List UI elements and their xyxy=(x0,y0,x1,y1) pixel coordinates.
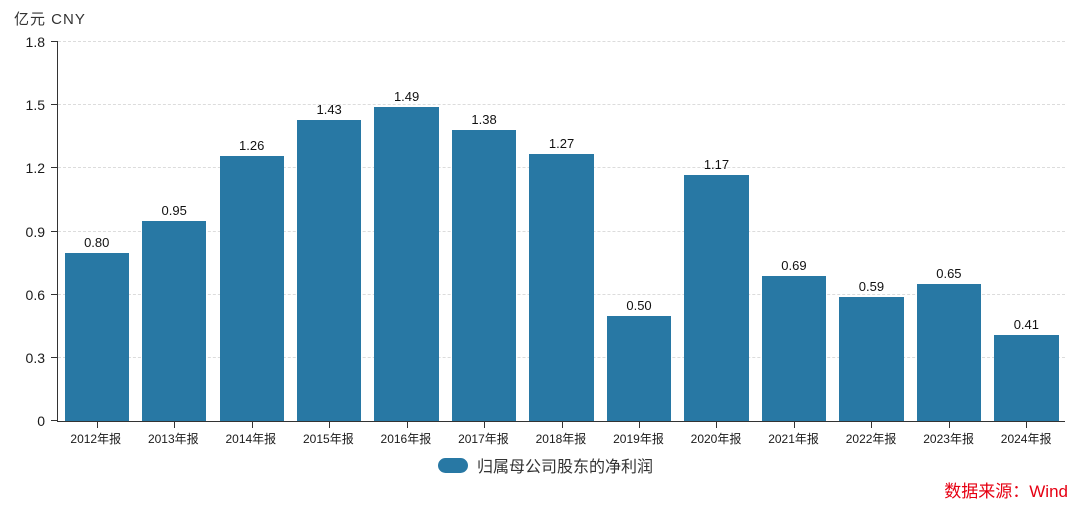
x-axis-tick-label: 2014年报 xyxy=(225,432,277,446)
x-axis-tick xyxy=(793,421,795,428)
bar-slot: 1.38 xyxy=(445,42,522,428)
bar-value-label: 0.80 xyxy=(84,234,110,250)
x-axis-tick-label: 2012年报 xyxy=(70,432,122,446)
legend-swatch-icon xyxy=(438,457,468,473)
x-axis-tick-label: 2017年报 xyxy=(458,432,509,446)
bar[interactable] xyxy=(64,252,129,421)
bar-slot: 0.59 xyxy=(833,42,910,428)
bar-slot: 1.17 xyxy=(678,42,755,428)
x-axis-tick xyxy=(96,421,98,428)
y-axis-tick xyxy=(51,104,58,106)
x-axis-tick xyxy=(948,421,950,428)
x-axis-tick-label: 2022年报 xyxy=(845,432,897,446)
bar-value-label: 0.59 xyxy=(858,278,885,294)
data-source-note: 数据来源：Wind xyxy=(944,482,1068,501)
bar-value-label: 1.38 xyxy=(471,112,497,128)
bar[interactable] xyxy=(916,284,982,421)
bar-series: 0.80 0.95 1.26 1.43 1.49 1.38 1.27 0.50 1.17 0.69… xyxy=(58,42,1065,428)
x-axis-tick-label: 2013年报 xyxy=(147,432,199,446)
x-axis-tick xyxy=(639,421,641,428)
y-axis-tick-label: 0.9 xyxy=(25,223,45,240)
bar[interactable] xyxy=(761,275,827,421)
bar-value-label: 1.26 xyxy=(239,137,265,153)
bar-slot: 1.27 xyxy=(523,42,600,428)
x-axis-tick xyxy=(329,421,331,428)
x-axis-tick-label: 2021年报 xyxy=(768,432,819,446)
bar-value-label: 1.17 xyxy=(703,156,730,172)
x-axis-tick xyxy=(174,421,176,428)
x-axis-labels: 2012年报 2013年报 2014年报 2015年报 2016年报 2017年报 2018… xyxy=(57,430,1065,447)
x-axis-tick xyxy=(251,421,253,428)
bar[interactable] xyxy=(529,153,594,421)
bar-value-label: 0.65 xyxy=(936,266,962,282)
x-axis-tick xyxy=(871,421,873,428)
bar-slot: 0.95 xyxy=(135,42,212,428)
x-axis-tick-label: 2019年报 xyxy=(613,432,664,446)
y-axis-tick-label: 1.5 xyxy=(25,97,45,114)
bar-value-label: 1.43 xyxy=(316,101,342,117)
x-axis-tick-label: 2016年报 xyxy=(380,432,432,446)
gridline xyxy=(58,41,1065,42)
y-axis-tick xyxy=(51,230,58,232)
y-axis-tick xyxy=(51,41,58,42)
y-axis-tick-label: 0.3 xyxy=(25,349,45,366)
bar[interactable] xyxy=(606,315,672,421)
y-axis-tick-label: 0 xyxy=(37,413,45,429)
y-axis-unit-label: 亿元 CNY xyxy=(14,11,86,28)
bar-slot: 0.65 xyxy=(910,42,987,428)
legend-label: 归属母公司股东的净利润 xyxy=(477,459,654,476)
y-axis-tick xyxy=(51,167,58,169)
gridline xyxy=(58,104,1065,106)
x-axis-tick xyxy=(484,421,486,428)
y-axis-tick-label: 1.8 xyxy=(25,34,45,50)
bar[interactable] xyxy=(994,334,1059,421)
bar[interactable] xyxy=(839,296,904,421)
bar[interactable] xyxy=(684,174,749,421)
bar[interactable] xyxy=(142,220,207,421)
y-axis-tick xyxy=(51,420,58,421)
x-axis-tick-label: 2023年报 xyxy=(923,432,974,446)
bar[interactable] xyxy=(374,107,439,421)
bar-value-label: 0.41 xyxy=(1013,316,1040,332)
bar-slot: 1.49 xyxy=(368,42,445,428)
x-axis-tick xyxy=(561,421,563,428)
x-axis-tick-label: 2020年报 xyxy=(690,432,742,446)
bar-slot: 1.43 xyxy=(290,42,367,428)
bar[interactable] xyxy=(296,119,362,421)
x-axis-tick xyxy=(1026,421,1028,428)
x-axis-tick xyxy=(716,421,718,428)
y-axis-tick xyxy=(51,356,58,358)
bar-slot: 0.41 xyxy=(988,42,1065,428)
bar-slot: 0.50 xyxy=(600,42,677,428)
bar-value-label: 0.69 xyxy=(781,257,807,273)
y-axis-tick-label: 0.6 xyxy=(25,286,45,303)
x-axis-tick-label: 2018年报 xyxy=(535,432,587,446)
bar-value-label: 0.50 xyxy=(626,297,652,313)
bar[interactable] xyxy=(451,130,517,421)
bar-slot: 0.80 xyxy=(58,42,135,428)
x-axis-tick-label: 2024年报 xyxy=(1000,432,1052,446)
bar[interactable] xyxy=(219,155,284,421)
bar-value-label: 1.49 xyxy=(393,89,420,105)
bar-value-label: 0.95 xyxy=(161,202,187,218)
bar-value-label: 1.27 xyxy=(548,135,575,151)
legend-item[interactable]: 归属母公司股东的净利润 xyxy=(438,453,653,477)
y-axis-tick-label: 1.2 xyxy=(25,160,45,177)
bar-slot: 1.26 xyxy=(213,42,290,428)
x-axis-tick xyxy=(406,421,408,428)
bar-slot: 0.69 xyxy=(755,42,832,428)
plot-area: 0 0.3 0.6 0.9 1.2 1.5 1.8 0.80 0.95 1.26 1.43 1.49… xyxy=(26,34,1065,429)
x-axis-tick-label: 2015年报 xyxy=(303,432,354,446)
y-axis-tick xyxy=(51,293,58,295)
